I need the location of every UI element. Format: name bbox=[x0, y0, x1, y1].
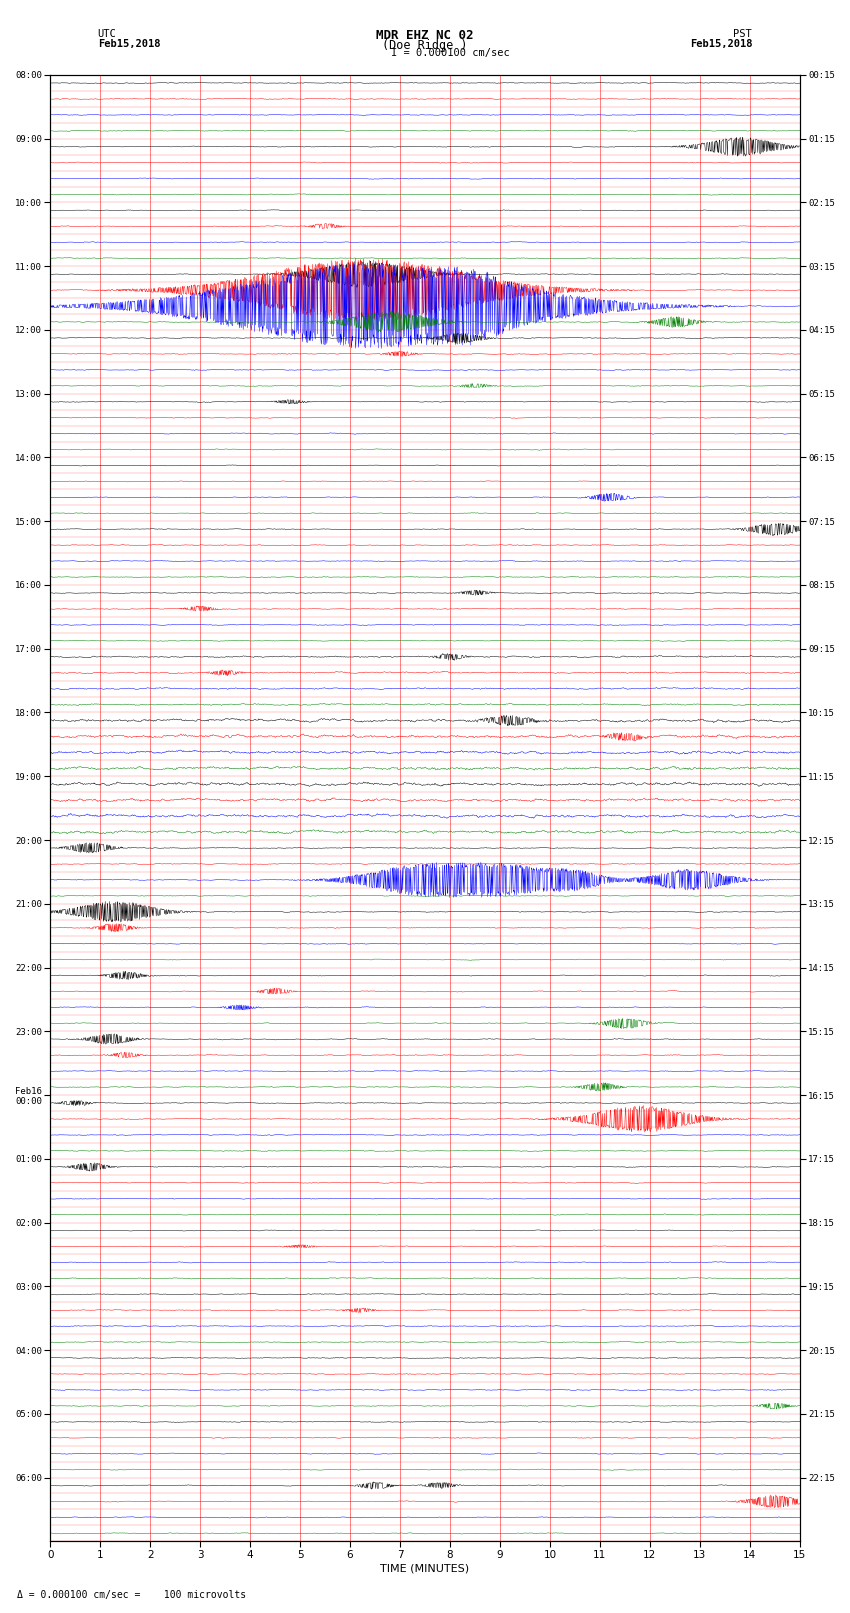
Text: PST: PST bbox=[734, 29, 752, 39]
Text: UTC: UTC bbox=[98, 29, 116, 39]
Text: Δ = 0.000100 cm/sec =    100 microvolts: Δ = 0.000100 cm/sec = 100 microvolts bbox=[17, 1590, 246, 1600]
Text: MDR EHZ NC 02: MDR EHZ NC 02 bbox=[377, 29, 473, 42]
Text: Feb15,2018: Feb15,2018 bbox=[98, 39, 161, 48]
Text: I = 0.000100 cm/sec: I = 0.000100 cm/sec bbox=[391, 48, 510, 58]
Text: (Doe Ridge ): (Doe Ridge ) bbox=[382, 39, 468, 52]
X-axis label: TIME (MINUTES): TIME (MINUTES) bbox=[381, 1565, 469, 1574]
Text: Feb15,2018: Feb15,2018 bbox=[689, 39, 752, 48]
